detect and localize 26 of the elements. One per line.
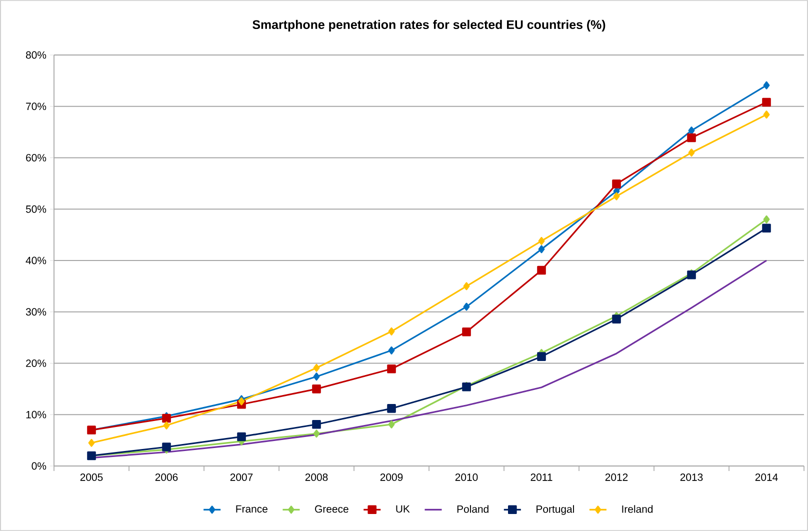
x-tick-label: 2012 <box>605 474 628 481</box>
y-tick-label: 0% <box>32 462 46 470</box>
x-tick-label: 2006 <box>155 474 178 481</box>
legend-label: Ireland <box>622 505 653 513</box>
x-tick-label: 2014 <box>755 474 778 481</box>
legend-label: Portugal <box>536 505 574 515</box>
y-tick-label: 20% <box>26 360 46 367</box>
y-tick-label: 70% <box>26 102 46 110</box>
x-tick-label: 2010 <box>455 474 478 481</box>
chart-title: Smartphone penetration rates for selected EU countries (%) <box>252 20 606 32</box>
y-tick-label: 60% <box>26 154 46 162</box>
x-tick-label: 2011 <box>530 474 552 481</box>
x-tick-label: 2013 <box>680 474 703 481</box>
legend-label: Poland <box>457 505 488 513</box>
x-tick-label: 2009 <box>380 474 403 481</box>
x-tick-label: 2007 <box>230 474 253 481</box>
y-tick-label: 50% <box>26 205 46 213</box>
legend-label: UK <box>396 505 410 513</box>
legend-label: France <box>236 505 268 513</box>
y-tick-label: 80% <box>26 51 46 59</box>
x-tick-label: 2005 <box>80 474 103 481</box>
y-tick-label: 40% <box>26 256 46 264</box>
legend-label: Greece <box>315 505 348 513</box>
x-tick-label: 2008 <box>305 474 328 481</box>
y-tick-label: 30% <box>26 308 46 316</box>
y-tick-label: 10% <box>26 410 46 418</box>
